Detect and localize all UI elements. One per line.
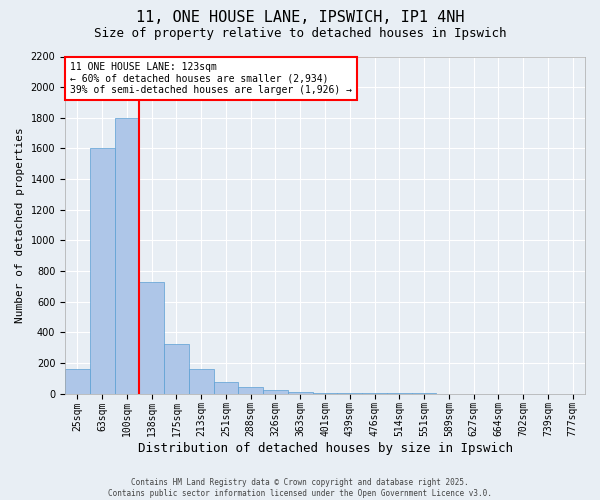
Bar [164, 344, 189, 394]
Bar [90, 148, 115, 394]
Text: Contains HM Land Registry data © Crown copyright and database right 2025.
Contai: Contains HM Land Registry data © Crown c… [108, 478, 492, 498]
Text: 11, ONE HOUSE LANE, IPSWICH, IP1 4NH: 11, ONE HOUSE LANE, IPSWICH, IP1 4NH [136, 10, 464, 25]
Bar [313, 393, 337, 394]
Bar [115, 118, 139, 394]
Text: Size of property relative to detached houses in Ipswich: Size of property relative to detached ho… [94, 28, 506, 40]
Bar [139, 282, 164, 394]
X-axis label: Distribution of detached houses by size in Ipswich: Distribution of detached houses by size … [137, 442, 512, 455]
Bar [263, 390, 288, 394]
Bar [65, 369, 90, 394]
Bar [288, 392, 313, 394]
Bar [214, 382, 238, 394]
Y-axis label: Number of detached properties: Number of detached properties [15, 127, 25, 323]
Bar [189, 369, 214, 394]
Text: 11 ONE HOUSE LANE: 123sqm
← 60% of detached houses are smaller (2,934)
39% of se: 11 ONE HOUSE LANE: 123sqm ← 60% of detac… [70, 62, 352, 95]
Bar [238, 386, 263, 394]
